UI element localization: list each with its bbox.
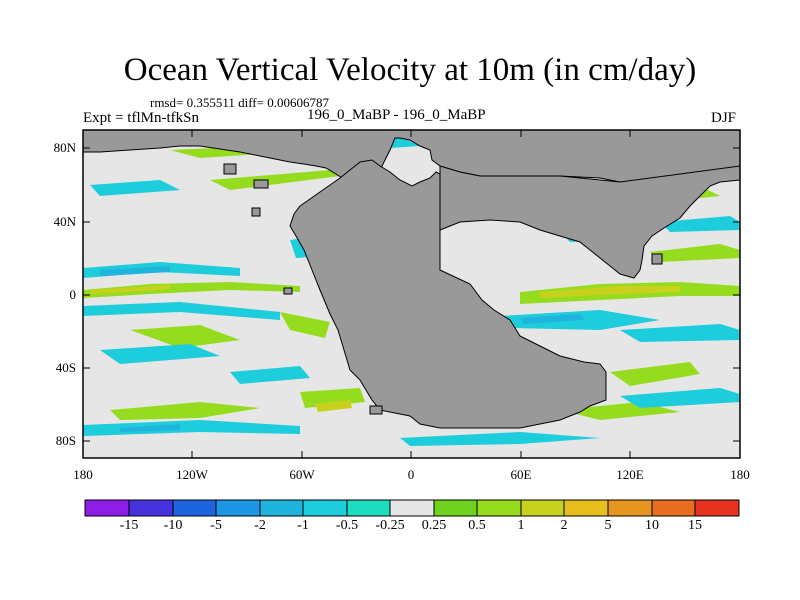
south-pacific-downwelling-2: [230, 366, 310, 384]
season-label: DJF: [711, 110, 737, 126]
indian-ocean-downwelling-2: [620, 324, 740, 342]
equatorial-upwelling-band-pacific: [83, 282, 300, 298]
colorbar-box: [520, 499, 565, 517]
colorbar-box: [433, 499, 478, 517]
lon-tick-label: 180: [730, 467, 750, 482]
colorbar-box: [259, 499, 304, 517]
island-4: [283, 287, 293, 295]
colorbar-box: [476, 499, 522, 517]
colorbar-box: [563, 499, 609, 517]
north-pacific-upwelling: [210, 170, 340, 190]
colorbar-label: 1: [517, 518, 525, 533]
southern-ocean-downwelling: [83, 420, 300, 436]
indian-strong-downwelling: [520, 314, 584, 324]
land-masses: [83, 130, 740, 429]
colorbar-label: 0.25: [421, 518, 447, 533]
south-pacific-downwelling-1: [100, 344, 220, 364]
colorbar-label: -0.5: [335, 518, 359, 533]
colorbar-box: [651, 499, 696, 517]
colorbar: [84, 499, 740, 517]
colorbar-box: [84, 499, 130, 517]
colorbar-label: -10: [163, 518, 183, 533]
axis-ticks: [83, 130, 740, 458]
south-indian-upwelling: [610, 362, 700, 386]
north-pacific-downwelling: [90, 180, 180, 196]
colorbar-label: -5: [210, 518, 222, 533]
north-pacific-upwelling-east: [650, 244, 740, 262]
southern-strong-downwelling: [120, 424, 180, 432]
upwelling-patches: [83, 146, 740, 420]
colorbar-label: 5: [604, 518, 612, 533]
colorbar-box: [128, 499, 174, 517]
colorbar-box: [172, 499, 217, 517]
strong-upwelling-patches: [90, 285, 680, 412]
colorbar-label: -15: [119, 518, 139, 533]
pacific-strong-downwelling: [100, 266, 170, 276]
colorbar-box: [215, 499, 261, 517]
colorbar-box: [607, 499, 653, 517]
lat-tick-label: 40N: [53, 214, 76, 229]
equatorial-strong-upwelling: [540, 286, 680, 298]
plot-title: Ocean Vertical Velocity at 10m (in cm/da…: [123, 52, 697, 88]
island-1: [223, 163, 237, 175]
south-indian-downwelling: [620, 388, 740, 408]
pacific-downwelling-band-south: [83, 302, 280, 320]
lon-tick-label: 180: [73, 467, 93, 482]
island-3: [251, 207, 261, 217]
colorbar-label: -1: [297, 518, 309, 533]
colorbar-box: [389, 499, 435, 517]
colorbar-box: [302, 499, 348, 517]
strong-downwelling-patches: [100, 266, 584, 432]
colorbar-label: 0.5: [468, 518, 486, 533]
south-pacific-upwelling-1: [130, 325, 240, 348]
lat-tick-label: 0: [69, 287, 77, 302]
pacific-strong-upwelling: [90, 285, 170, 294]
south-pacific-upwelling-2: [280, 312, 330, 338]
colorbar-label: -0.25: [375, 518, 405, 533]
supercontinent-west: [289, 159, 607, 429]
island-6: [369, 405, 383, 415]
colorbar-box: [694, 499, 740, 517]
island-2: [253, 179, 269, 189]
colorbar-box: [346, 499, 391, 517]
southern-ocean-upwelling-1: [110, 402, 260, 420]
island-5: [651, 253, 663, 265]
lon-tick-label: 60E: [510, 467, 532, 482]
colorbar-label: 15: [688, 518, 702, 533]
colorbar-label: 10: [645, 518, 659, 533]
experiment-label: Expt = tflMn-tfkSn: [83, 110, 199, 126]
lon-tick-label: 120W: [176, 467, 208, 482]
colorbar-label: 2: [560, 518, 568, 533]
supercontinent-east: [439, 165, 740, 279]
lat-tick-label: 80S: [55, 433, 76, 448]
lat-tick-label: 80N: [53, 140, 76, 155]
lon-tick-label: 0: [407, 467, 415, 482]
lat-tick-label: 40S: [55, 360, 76, 375]
runs-label: 196_0_MaBP - 196_0_MaBP: [307, 107, 486, 123]
lon-tick-label: 60W: [289, 467, 315, 482]
southern-downwelling-east: [400, 432, 600, 446]
stats-text: rmsd= 0.355511 diff= 0.00606787: [150, 95, 329, 110]
lon-tick-label: 120E: [616, 467, 644, 482]
north-pacific-east-downwelling: [660, 216, 740, 232]
colorbar-label: -2: [254, 518, 266, 533]
south-strong-upwelling: [315, 400, 352, 412]
